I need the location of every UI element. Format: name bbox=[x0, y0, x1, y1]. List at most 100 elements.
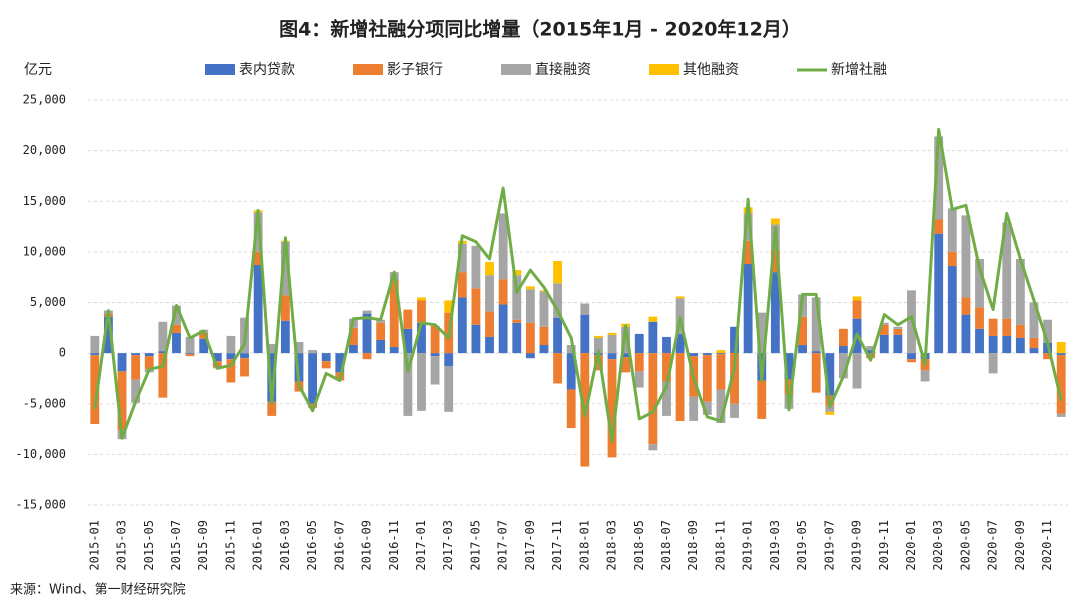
bar-segment bbox=[444, 353, 454, 367]
bar-segment bbox=[498, 304, 508, 354]
bar-segment bbox=[172, 324, 181, 333]
bar-segment bbox=[743, 213, 753, 241]
x-tick-label: 2018-05 bbox=[632, 520, 646, 571]
bar-segment bbox=[144, 356, 154, 370]
bar-segment bbox=[362, 310, 372, 314]
x-tick-label: 2019-01 bbox=[741, 520, 755, 571]
bar-segment bbox=[1043, 319, 1053, 343]
bar-segment bbox=[988, 353, 998, 374]
x-tick-label: 2015-09 bbox=[196, 520, 210, 571]
x-tick-label: 2019-09 bbox=[850, 520, 864, 571]
bar-segment bbox=[1002, 318, 1012, 336]
bar-segment bbox=[1002, 222, 1012, 319]
bar-segment bbox=[934, 233, 944, 354]
bar-segment bbox=[838, 353, 848, 379]
bar-segment bbox=[934, 219, 944, 234]
bar-segment bbox=[185, 353, 195, 355]
bar-segment bbox=[117, 353, 127, 372]
y-tick-label: 10,000 bbox=[23, 244, 66, 258]
bar-segment bbox=[512, 270, 522, 276]
bar-segment bbox=[348, 345, 358, 354]
bar-segment bbox=[988, 318, 998, 336]
bar-segment bbox=[280, 320, 290, 354]
bar-segment bbox=[893, 328, 903, 335]
bar-segment bbox=[907, 359, 916, 363]
bar-segment bbox=[253, 265, 263, 354]
bar-segment bbox=[648, 444, 658, 451]
bar-segment bbox=[607, 353, 617, 360]
legend-label: 其他融资 bbox=[683, 62, 739, 78]
x-tick-label: 2016-07 bbox=[332, 520, 346, 571]
x-tick-label: 2017-03 bbox=[441, 520, 455, 571]
bar-segment bbox=[226, 359, 236, 383]
x-tick-label: 2019-11 bbox=[877, 520, 891, 571]
bar-segment bbox=[430, 353, 440, 357]
bar-segment bbox=[280, 241, 290, 296]
bar-segment bbox=[457, 272, 467, 298]
x-tick-label: 2019-07 bbox=[822, 520, 836, 571]
bar-segment bbox=[131, 353, 141, 356]
bar-segment bbox=[675, 353, 685, 421]
bar-segment bbox=[103, 316, 113, 354]
bar-segment bbox=[879, 334, 889, 354]
x-tick-label: 2015-05 bbox=[142, 520, 156, 571]
bar-segment bbox=[716, 354, 726, 390]
bar-segment bbox=[199, 338, 209, 354]
legend-item: 新增社融 bbox=[797, 62, 887, 78]
bar-segment bbox=[226, 353, 236, 360]
bar-segment bbox=[947, 208, 957, 252]
bar-segment bbox=[267, 344, 277, 354]
bar-segment bbox=[580, 303, 590, 315]
x-tick-label: 2020-11 bbox=[1040, 520, 1054, 571]
x-tick-label: 2019-05 bbox=[795, 520, 809, 571]
bar-segment bbox=[485, 275, 494, 312]
bar-segment bbox=[1015, 337, 1025, 354]
bar-segment bbox=[212, 353, 222, 362]
bar-segment bbox=[648, 353, 658, 445]
bar-segment bbox=[417, 322, 426, 354]
bar-segment bbox=[920, 370, 930, 382]
bar-segment bbox=[90, 335, 100, 354]
bar-segment bbox=[811, 353, 821, 393]
bar-segment bbox=[1029, 302, 1039, 338]
bar-segment bbox=[675, 298, 685, 334]
x-tick-label: 2016-11 bbox=[387, 520, 401, 571]
bar-segment bbox=[308, 353, 318, 404]
x-tick-label: 2015-03 bbox=[115, 520, 129, 571]
bar-segment bbox=[757, 380, 767, 419]
bar-segment bbox=[702, 355, 712, 402]
bar-segment bbox=[784, 379, 794, 395]
chart-title: 图4：新增社融分项同比增量（2015年1月 - 2020年12月） bbox=[279, 18, 801, 41]
bar-segment bbox=[1056, 413, 1066, 417]
bar-segment bbox=[444, 366, 454, 412]
bar-segment bbox=[634, 371, 644, 388]
bar-segment bbox=[512, 275, 522, 320]
bar-segment bbox=[525, 286, 535, 290]
bar-segment bbox=[362, 313, 372, 354]
bar-segment bbox=[702, 353, 712, 356]
legend-item: 影子银行 bbox=[353, 62, 443, 78]
x-tick-label: 2016-01 bbox=[251, 520, 265, 571]
bar-segment bbox=[662, 336, 671, 354]
bar-segment bbox=[1015, 258, 1025, 325]
bar-segment bbox=[199, 332, 209, 339]
bar-segment bbox=[798, 345, 808, 354]
bar-segment bbox=[226, 335, 236, 354]
bar-segment bbox=[389, 347, 399, 354]
y-tick-label: -10,000 bbox=[15, 447, 66, 461]
legend-swatch bbox=[205, 64, 235, 75]
bar-segment bbox=[512, 322, 522, 354]
bar-segment bbox=[321, 353, 331, 362]
bar-segment bbox=[471, 324, 481, 354]
bar-segment bbox=[689, 353, 699, 357]
bar-segment bbox=[1029, 348, 1039, 354]
bar-segment bbox=[566, 389, 576, 429]
bar-segment bbox=[730, 353, 739, 404]
bar-segment bbox=[348, 327, 358, 346]
bar-segment bbox=[961, 297, 971, 315]
bar-segment bbox=[131, 355, 141, 380]
bar-segment bbox=[716, 353, 726, 355]
bar-segment bbox=[240, 353, 249, 359]
x-tick-label: 2018-09 bbox=[686, 520, 700, 571]
